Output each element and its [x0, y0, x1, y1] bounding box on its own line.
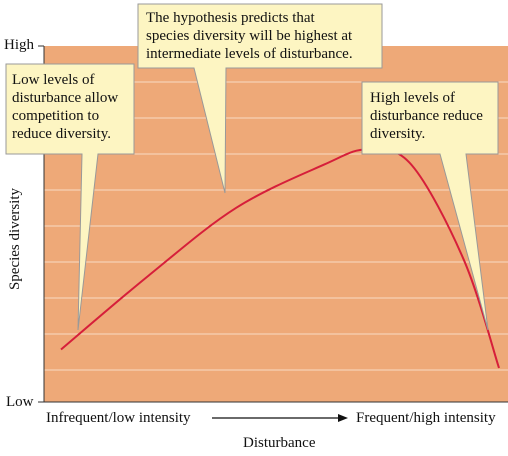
callout-left-bubble	[5, 63, 135, 331]
x-axis-title: Disturbance	[243, 435, 316, 451]
callout-right-bubble	[361, 81, 499, 331]
callout-top-bubble	[137, 3, 383, 194]
x-arrow-head	[338, 414, 348, 422]
callout-top-text: The hypothesis predicts that species div…	[146, 10, 353, 62]
y-axis-title: Species diversity	[7, 187, 23, 291]
x-label-left: Infrequent/low intensity	[46, 410, 191, 426]
x-label-right: Frequent/high intensity	[356, 410, 496, 426]
y-label-high: High	[4, 37, 34, 53]
y-label-low: Low	[6, 394, 34, 410]
diversity-curve	[60, 148, 500, 369]
callout-left-text: Low levels of disturbance allow competit…	[12, 72, 119, 142]
callout-right-text: High levels of disturbance reduce divers…	[370, 90, 483, 142]
